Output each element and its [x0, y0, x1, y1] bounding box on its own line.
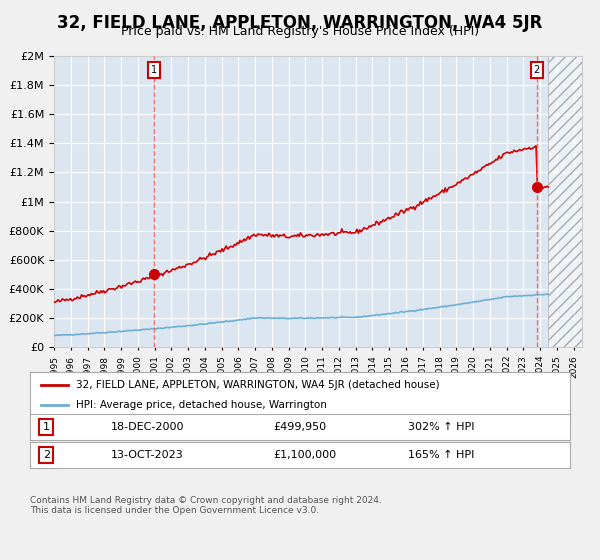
Bar	[548, 56, 582, 347]
Text: 302% ↑ HPI: 302% ↑ HPI	[408, 422, 475, 432]
Text: 18-DEC-2000: 18-DEC-2000	[111, 422, 185, 432]
Text: 1: 1	[151, 65, 157, 74]
Text: Contains HM Land Registry data © Crown copyright and database right 2024.
This d: Contains HM Land Registry data © Crown c…	[30, 496, 382, 515]
Text: 2: 2	[533, 65, 540, 74]
Text: £1,100,000: £1,100,000	[273, 450, 336, 460]
Text: £499,950: £499,950	[273, 422, 326, 432]
Text: 32, FIELD LANE, APPLETON, WARRINGTON, WA4 5JR: 32, FIELD LANE, APPLETON, WARRINGTON, WA…	[58, 14, 542, 32]
Text: 165% ↑ HPI: 165% ↑ HPI	[408, 450, 475, 460]
Text: HPI: Average price, detached house, Warrington: HPI: Average price, detached house, Warr…	[76, 400, 327, 410]
Text: 2: 2	[43, 450, 50, 460]
Text: 1: 1	[43, 422, 50, 432]
Text: 32, FIELD LANE, APPLETON, WARRINGTON, WA4 5JR (detached house): 32, FIELD LANE, APPLETON, WARRINGTON, WA…	[76, 380, 440, 390]
Text: 13-OCT-2023: 13-OCT-2023	[111, 450, 184, 460]
Bar	[548, 56, 582, 347]
Text: Price paid vs. HM Land Registry's House Price Index (HPI): Price paid vs. HM Land Registry's House …	[121, 25, 479, 38]
